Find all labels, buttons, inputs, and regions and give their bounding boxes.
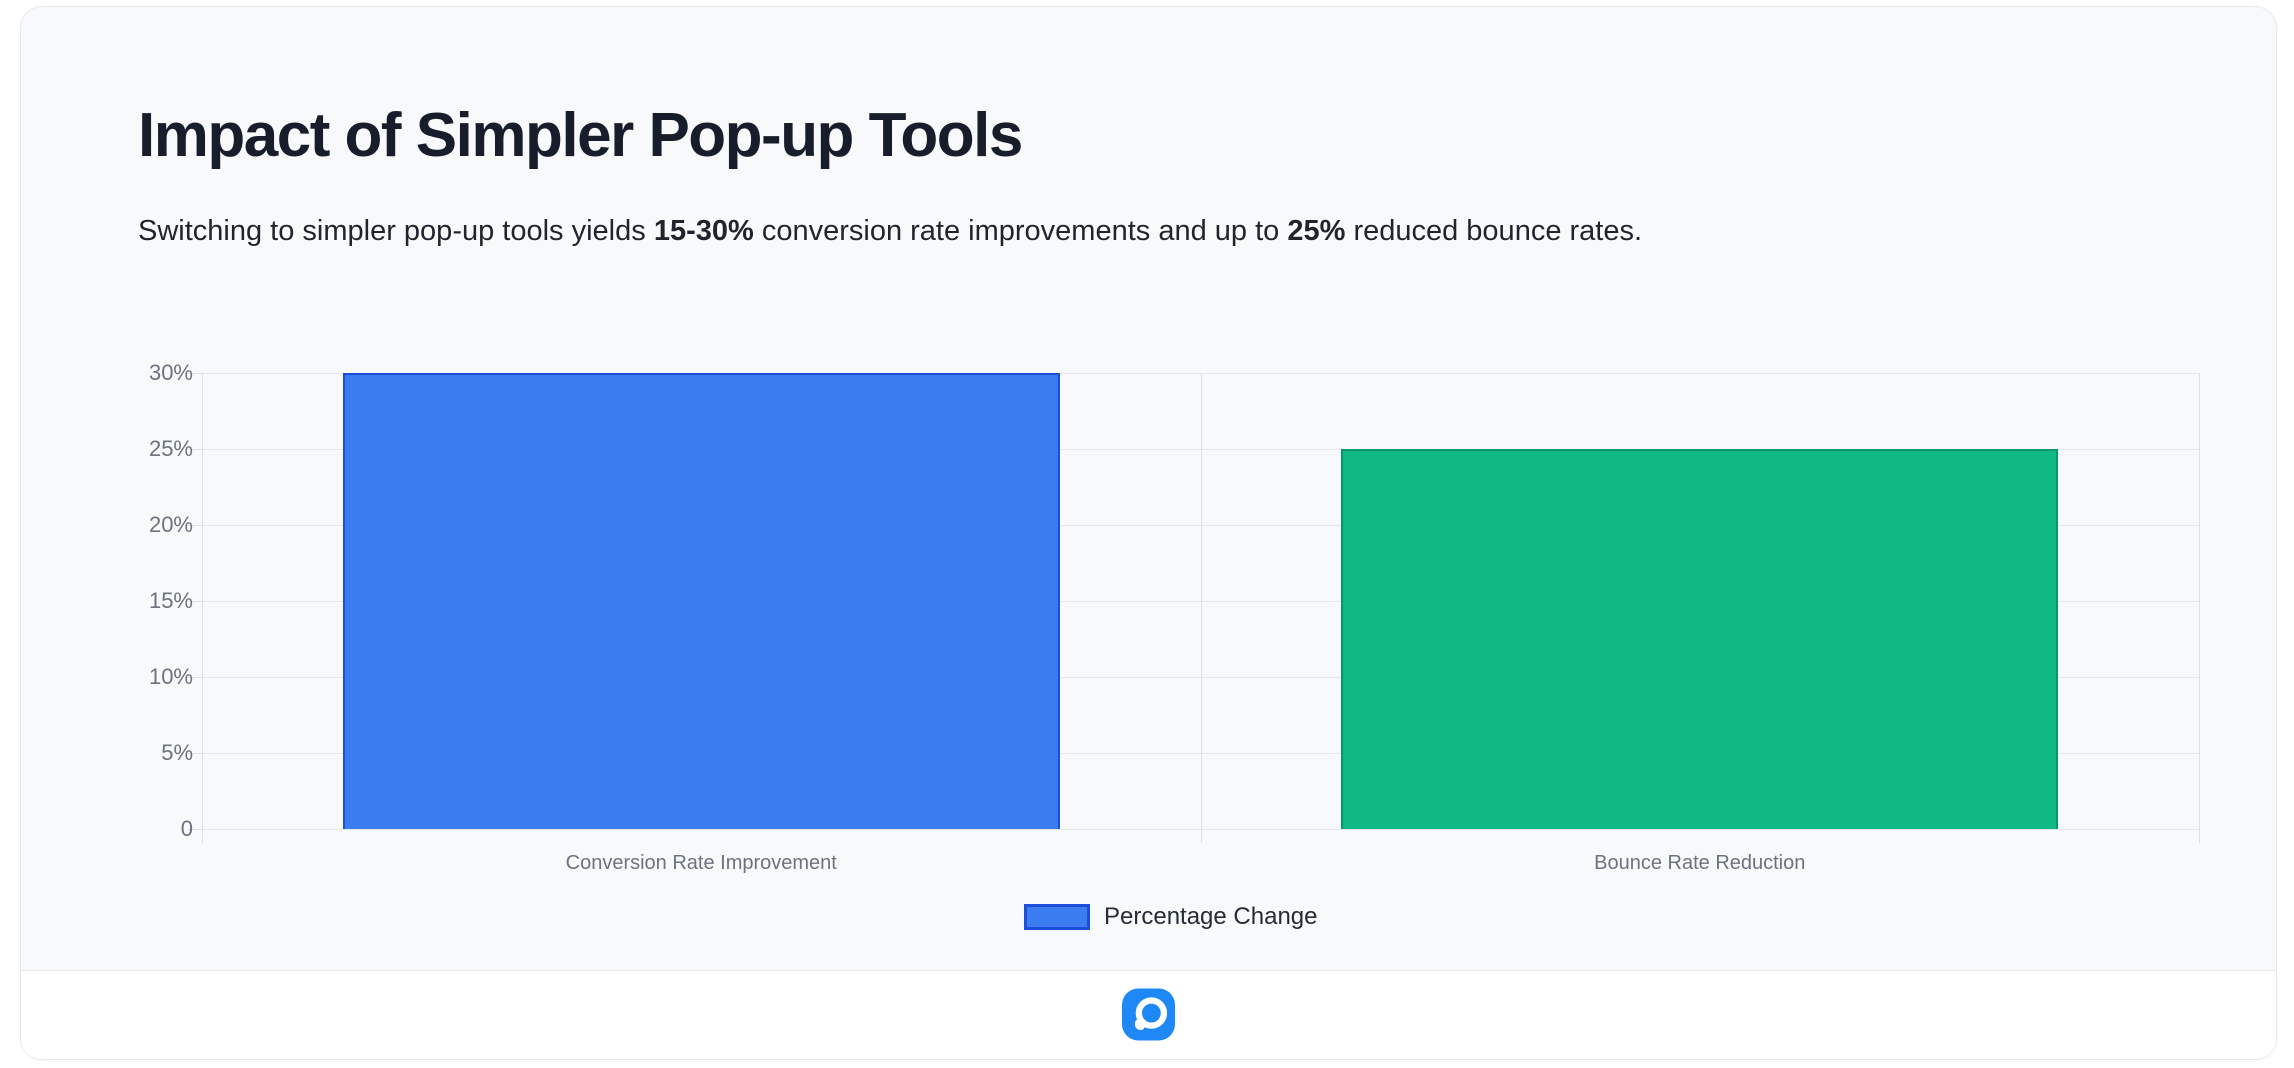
y-axis-tick (188, 448, 202, 450)
y-axis-tick (188, 676, 202, 678)
x-category-label: Bounce Rate Reduction (1594, 852, 1806, 874)
bar-conversion-rate-improvement[interactable] (342, 373, 1060, 829)
y-tick-label: 30% (148, 360, 193, 385)
y-axis-tick (188, 829, 202, 830)
y-axis-tick (188, 373, 202, 374)
y-tick-label: 15% (148, 588, 193, 613)
speech-bubble-p-logo-icon (1121, 988, 1176, 1041)
card-footer (21, 970, 2276, 1059)
x-axis-boundary-line (2199, 373, 2200, 843)
legend-swatch (1024, 904, 1090, 930)
y-axis-tick (188, 601, 202, 602)
y-tick-label: 20% (148, 511, 193, 537)
y-tick-label: 10% (148, 663, 193, 689)
page-title: Impact of Simpler Pop-up Tools (138, 101, 1023, 170)
x-category-label: Conversion Rate Improvement (565, 852, 837, 874)
bar-chart: 30% 25% 20% 15% 10% 5% 0 Conversion Rate Improv… (149, 362, 2200, 874)
legend-label: Percentage Change (1104, 903, 1318, 930)
y-axis-tick (188, 753, 202, 754)
subtitle: Switching to simpler pop-up tools yields… (138, 215, 1643, 247)
chart-card: Impact of Simpler Pop-up Tools Switching… (20, 6, 2277, 1060)
y-axis-tick (188, 524, 202, 526)
legend-item-percentage-change[interactable]: Percentage Change (1024, 901, 1318, 933)
y-tick-label: 5% (161, 740, 193, 765)
y-tick-label: 0 (180, 816, 193, 841)
bar-bounce-rate-reduction[interactable] (1341, 449, 2059, 829)
x-axis-boundary-line (1200, 373, 1202, 843)
y-axis-line (202, 373, 203, 843)
y-tick-label: 25% (148, 435, 193, 461)
